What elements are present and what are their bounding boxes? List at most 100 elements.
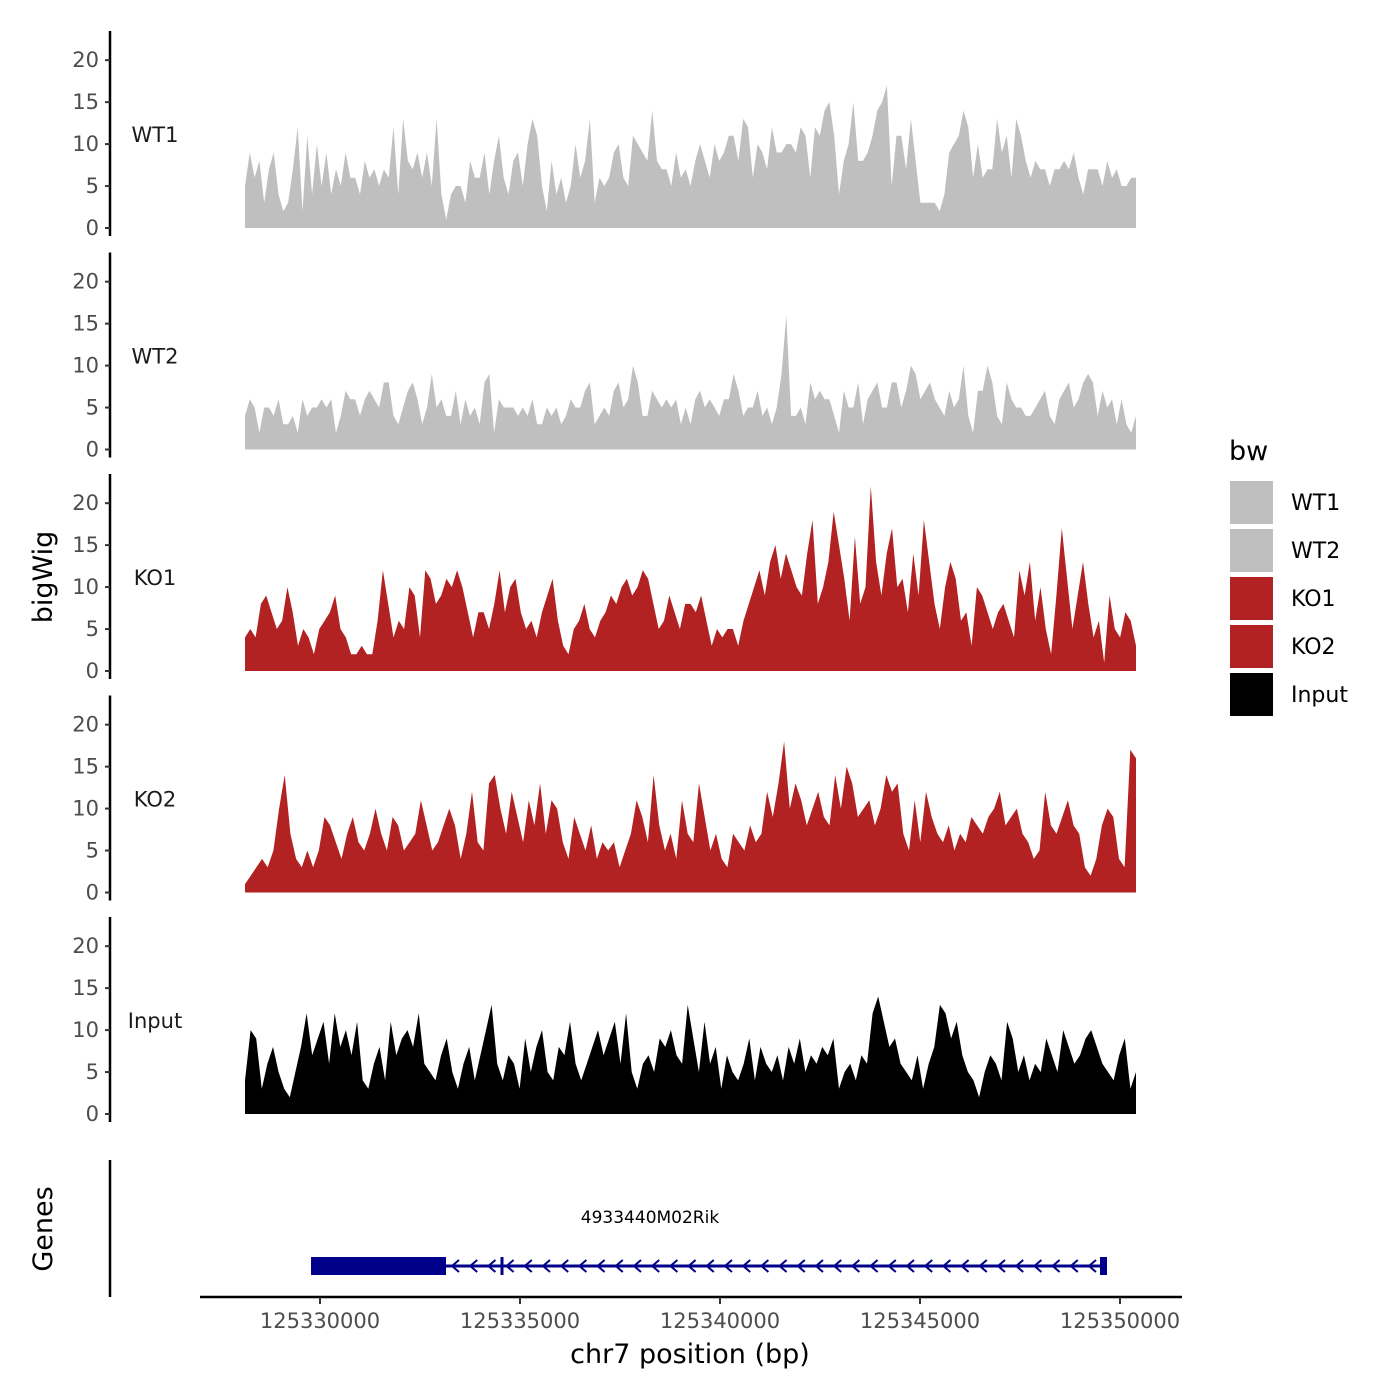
y-tick-label: 0 (86, 216, 99, 240)
strand-arrow (596, 1259, 606, 1273)
strand-arrow (850, 1259, 861, 1273)
y-tick-label: 0 (86, 438, 99, 462)
y-tick-label: 20 (72, 491, 99, 515)
y-tick-label: 10 (72, 575, 99, 599)
track-input: 0 5 10 15 20 Input (72, 917, 1136, 1126)
y-tick-label: 5 (86, 1060, 99, 1084)
strand-arrow (923, 1259, 933, 1273)
y-tick-label: 15 (72, 533, 99, 557)
track-label: WT2 (132, 345, 179, 369)
strand-arrow (814, 1259, 824, 1273)
coverage-area (245, 996, 1136, 1114)
track-label: WT1 (132, 123, 179, 147)
tracks-group: 0 5 10 15 20 WT1 0 5 10 15 20 WT2 0 5 10 15 20 KO1 0 5 10 15 2… (72, 31, 1136, 1126)
strand-arrow (723, 1259, 733, 1273)
x-tick-label: 125340000 (660, 1309, 780, 1333)
track-ko2: 0 5 10 15 20 KO2 (72, 695, 1136, 905)
legend-swatch (1230, 577, 1273, 620)
y-tick-label: 15 (72, 312, 99, 336)
coverage-area (245, 486, 1136, 671)
strand-arrow (778, 1259, 788, 1273)
legend: WT1 WT2 KO1 KO2 Input (1230, 481, 1348, 716)
coverage-area (245, 741, 1136, 893)
strand-arrow (559, 1259, 569, 1273)
y-tick-label: 5 (86, 617, 99, 641)
y-tick-label: 10 (72, 354, 99, 378)
strand-arrow (614, 1259, 624, 1273)
y-tick-label: 20 (72, 48, 99, 72)
y-tick-label: 5 (86, 396, 99, 420)
strand-arrow (960, 1259, 970, 1273)
gene-label: 4933440M02Rik (581, 1208, 720, 1228)
strand-arrow (1014, 1259, 1024, 1273)
legend-label: Input (1291, 683, 1348, 708)
strand-arrow (941, 1259, 952, 1273)
strand-arrow (1051, 1259, 1061, 1273)
strand-arrow (577, 1259, 588, 1273)
strand-arrow (505, 1259, 515, 1273)
strand-arrow (905, 1259, 915, 1273)
x-axis-title: chr7 position (bp) (570, 1339, 810, 1370)
y-tick-label: 10 (72, 797, 99, 821)
strand-arrow (468, 1259, 478, 1273)
strand-arrow (687, 1259, 697, 1273)
strand-arrow (523, 1259, 533, 1273)
strand-arrow (796, 1259, 806, 1273)
legend-swatch (1230, 481, 1273, 524)
legend-swatch (1230, 529, 1273, 572)
strand-arrow (741, 1259, 751, 1273)
x-tick-label: 125350000 (1060, 1309, 1180, 1333)
strand-arrow (869, 1259, 879, 1273)
strand-arrow (668, 1259, 679, 1273)
y-tick-label: 5 (86, 839, 99, 863)
strand-arrow (1069, 1259, 1079, 1273)
y-tick-label: 20 (72, 934, 99, 958)
y-tick-label: 10 (72, 132, 99, 156)
track-wt1: 0 5 10 15 20 WT1 (72, 31, 1136, 240)
gene-exon-block (311, 1257, 446, 1275)
gene-track (108, 1160, 1107, 1297)
y-tick-label: 5 (86, 174, 99, 198)
strand-arrow (1087, 1259, 1097, 1273)
legend-label: WT2 (1291, 539, 1340, 564)
strand-arrow (632, 1259, 642, 1273)
gene-exon-block (1100, 1257, 1107, 1275)
strand-arrow (450, 1259, 460, 1273)
track-ko1: 0 5 10 15 20 KO1 (72, 474, 1136, 683)
legend-label: KO2 (1291, 635, 1336, 660)
strand-arrow (759, 1259, 770, 1273)
strand-arrow (705, 1259, 715, 1273)
y-tick-label: 0 (86, 659, 99, 683)
y-tick-label: 10 (72, 1018, 99, 1042)
y-tick-label: 20 (72, 270, 99, 294)
legend-swatch (1230, 625, 1273, 668)
strand-arrow (996, 1259, 1006, 1273)
legend-label: WT1 (1291, 491, 1340, 516)
strand-arrow (650, 1259, 660, 1273)
x-tick-label: 125330000 (260, 1309, 380, 1333)
strand-arrow (486, 1259, 497, 1273)
track-label: KO1 (134, 566, 177, 590)
y-tick-label: 15 (72, 90, 99, 114)
y-axis-title: bigWig (28, 531, 59, 624)
strand-arrow (887, 1259, 897, 1273)
strand-arrow (1032, 1259, 1043, 1273)
legend-swatch (1230, 673, 1273, 716)
strand-arrow (978, 1259, 988, 1273)
strand-arrow (832, 1259, 842, 1273)
y-tick-label: 15 (72, 976, 99, 1000)
y-tick-label: 0 (86, 881, 99, 905)
coverage-area (245, 85, 1136, 228)
legend-label: KO1 (1291, 587, 1336, 612)
strand-arrow (541, 1259, 551, 1273)
x-tick-label: 125345000 (860, 1309, 980, 1333)
y-tick-label: 20 (72, 713, 99, 737)
y-tick-label: 15 (72, 755, 99, 779)
coverage-area (245, 315, 1136, 450)
track-wt2: 0 5 10 15 20 WT2 (72, 252, 1136, 462)
x-axis: 125330000 125335000 125340000 125345000 1253… (200, 1295, 1182, 1333)
track-label: KO2 (134, 788, 177, 812)
genes-track-title: Genes (28, 1186, 59, 1271)
track-label: Input (128, 1009, 182, 1033)
